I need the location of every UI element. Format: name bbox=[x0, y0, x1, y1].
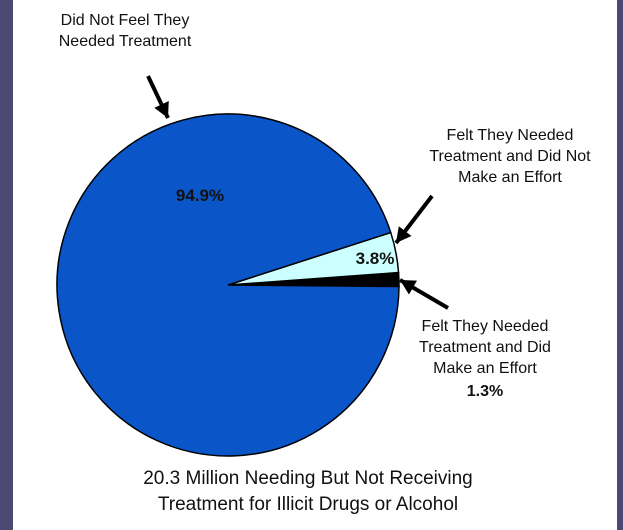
arrow-slice-1-head bbox=[396, 226, 412, 243]
arrow-slice-2-head bbox=[400, 280, 417, 295]
data-label-slice-0: 94.9% bbox=[175, 186, 225, 205]
annotation-arrows bbox=[146, 75, 450, 310]
annotation-slice-0: Did Not Feel They Needed Treatment bbox=[58, 12, 192, 50]
data-label-slice-2: 1.3% bbox=[466, 383, 504, 400]
arrow-slice-0-head bbox=[154, 101, 169, 118]
annotation-slice-2: Felt They Needed Treatment and Did Make … bbox=[419, 318, 551, 377]
data-label-slice-1: 3.8% bbox=[355, 249, 395, 268]
chart-caption: 20.3 Million Needing But Not Receiving T… bbox=[143, 468, 473, 515]
pie-slice-0 bbox=[56, 113, 400, 457]
pie-slices bbox=[56, 113, 400, 457]
annotation-slice-1: Felt They Needed Treatment and Did Not M… bbox=[429, 127, 591, 186]
